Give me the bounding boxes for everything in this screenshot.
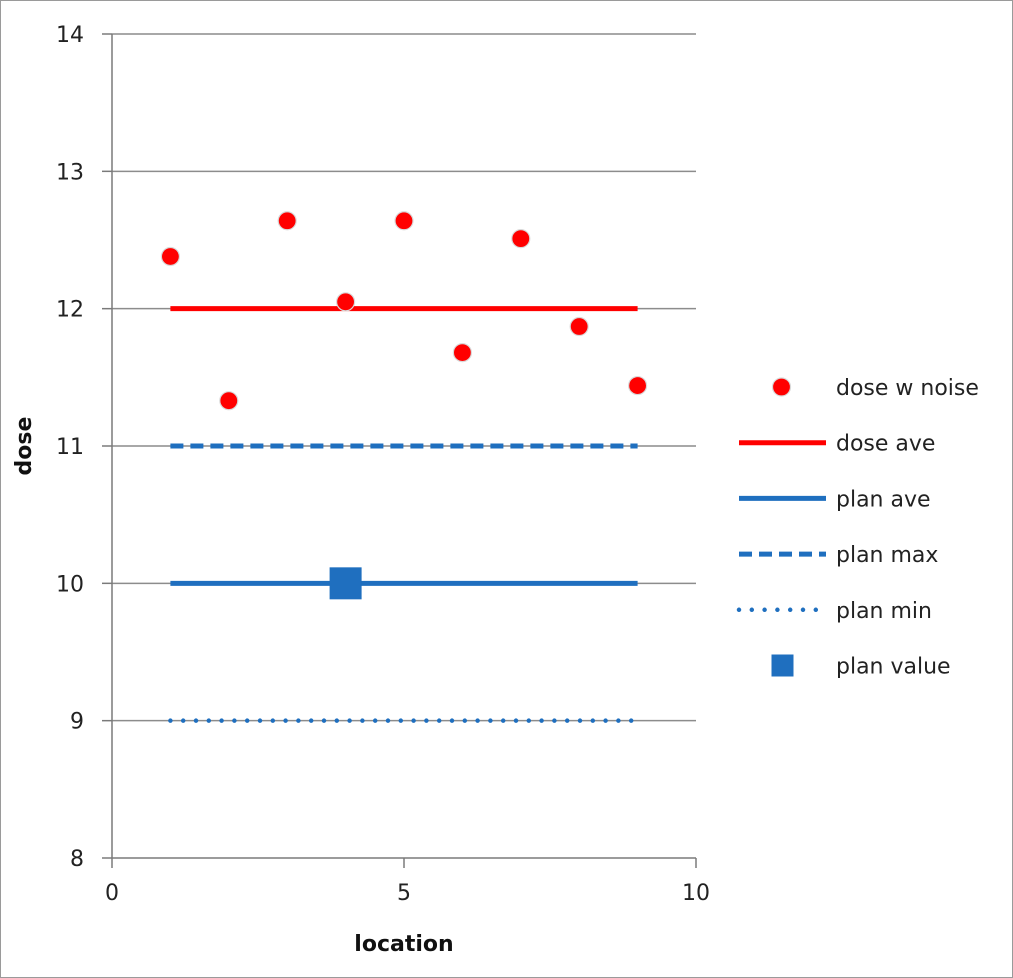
- series-layer: [160, 211, 648, 723]
- x-tick-label: 10: [682, 881, 710, 906]
- y-tick-label: 14: [56, 23, 84, 48]
- legend-swatch-plan-value: [771, 654, 794, 677]
- data-point-dose-w-noise: [160, 246, 180, 267]
- x-tick-label: 0: [105, 881, 119, 906]
- data-point-dose-w-noise: [569, 316, 589, 337]
- data-point-dose-w-noise: [394, 211, 414, 231]
- y-tick-label: 11: [56, 435, 84, 460]
- axes: 8 9 10 11 12 13 14 0 5 10: [56, 23, 710, 906]
- legend-label-dose-ave: dose ave: [836, 432, 935, 457]
- data-point-dose-w-noise: [219, 391, 239, 411]
- legend-label-plan-min: plan min: [836, 599, 932, 624]
- data-point-dose-w-noise: [511, 229, 531, 249]
- gridlines: [112, 33, 696, 722]
- legend-label-plan-max: plan max: [836, 543, 938, 568]
- legend-label-dose-w-noise: dose w noise: [836, 376, 979, 401]
- legend-swatch-dose-w-noise: [771, 377, 792, 397]
- y-tick-label: 10: [56, 572, 84, 597]
- data-point-dose-w-noise: [627, 375, 648, 396]
- y-tick-label: 13: [56, 160, 84, 185]
- y-tick-label: 9: [70, 710, 84, 735]
- data-point-plan-value: [329, 567, 362, 600]
- data-point-dose-w-noise: [452, 343, 472, 363]
- legend-label-plan-value: plan value: [836, 655, 951, 680]
- y-tick-label: 12: [56, 298, 84, 323]
- data-point-dose-w-noise: [277, 211, 297, 231]
- legend-label-plan-ave: plan ave: [836, 487, 931, 512]
- y-tick-label: 8: [70, 847, 84, 872]
- data-point-dose-w-noise: [336, 292, 356, 312]
- y-axis-title: dose: [12, 417, 37, 476]
- legend: dose w noise dose ave plan ave plan max plan…: [736, 376, 979, 680]
- x-axis-title: location: [354, 932, 453, 957]
- x-tick-label: 5: [397, 881, 411, 906]
